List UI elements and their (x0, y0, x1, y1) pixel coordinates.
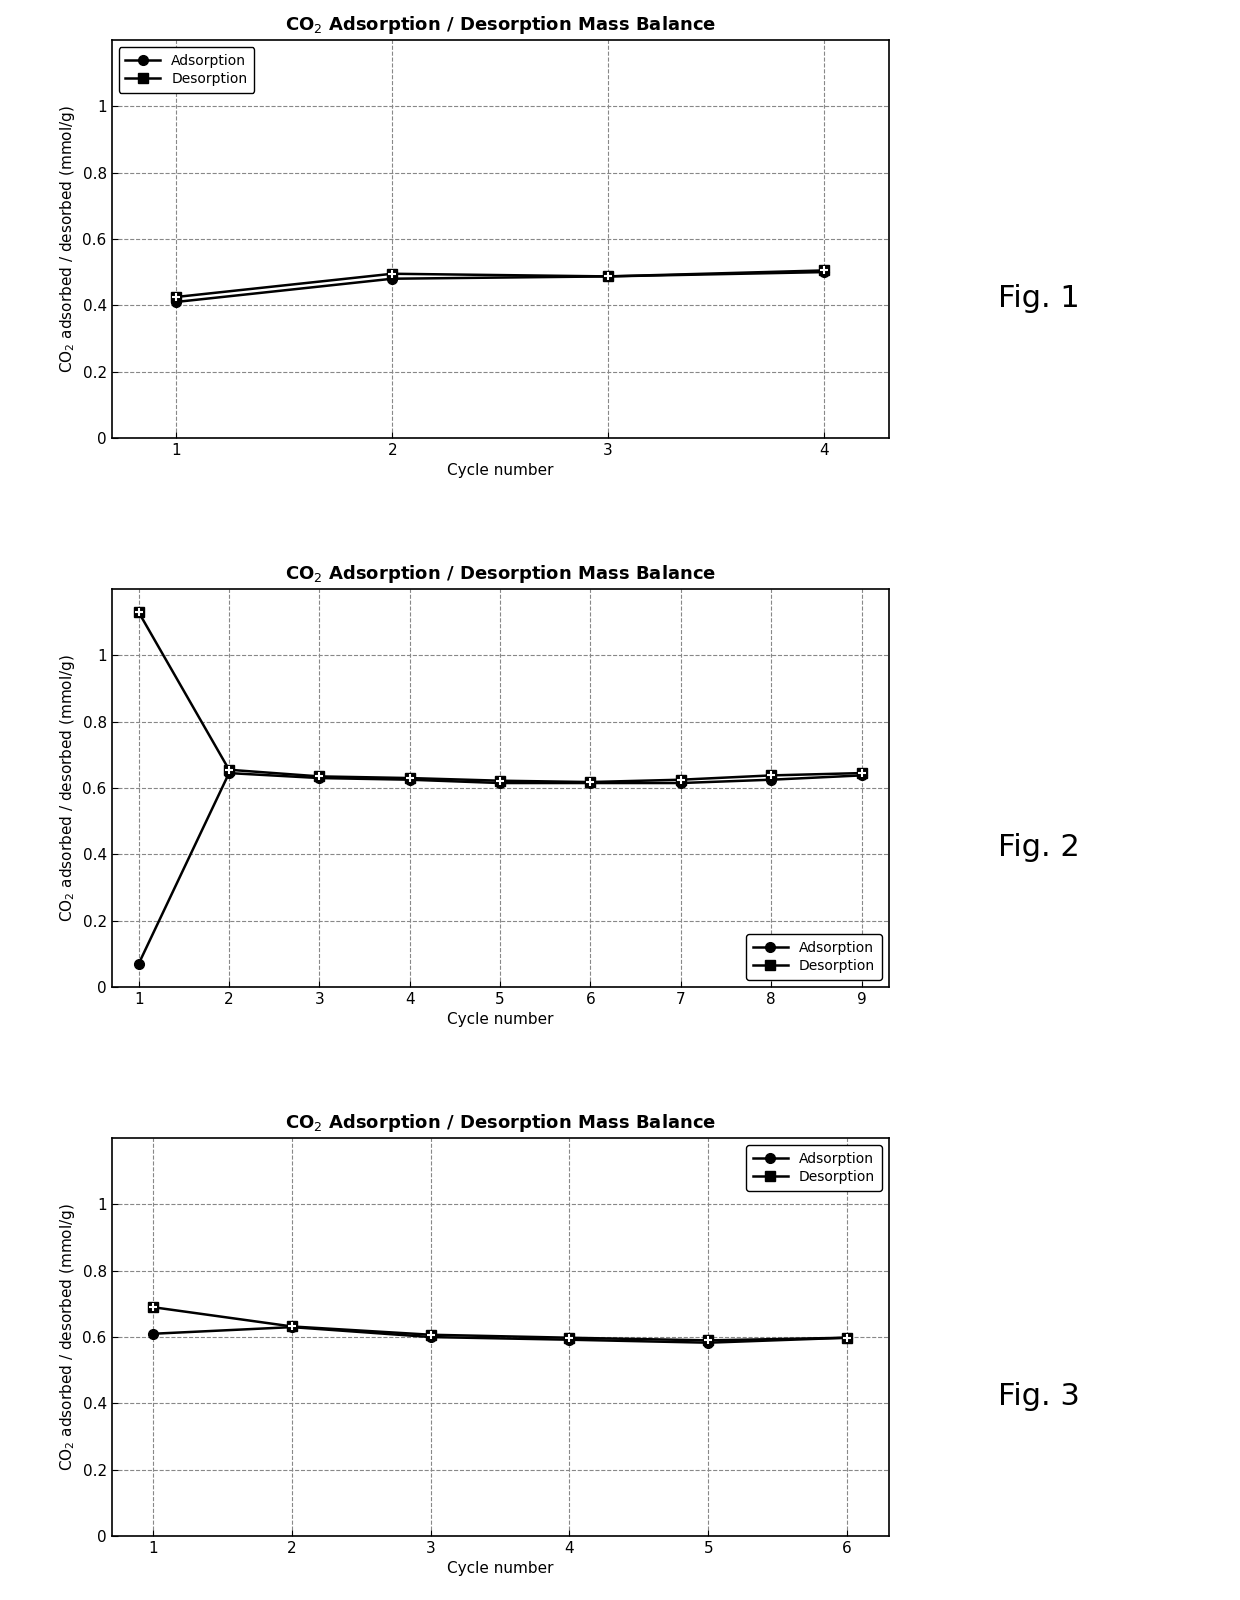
Legend: Adsorption, Desorption: Adsorption, Desorption (119, 46, 254, 93)
Line: Adsorption: Adsorption (134, 768, 867, 968)
Adsorption (839, 1328, 854, 1347)
Desorption (402, 768, 417, 787)
Desorption (131, 603, 146, 622)
Adsorption (854, 766, 869, 786)
Y-axis label: CO$_2$ adsorbed / desorbed (mmol/g): CO$_2$ adsorbed / desorbed (mmol/g) (58, 1203, 77, 1470)
Adsorption (583, 773, 598, 792)
Adsorption (701, 1333, 715, 1352)
Desorption (222, 760, 237, 779)
Adsorption (384, 269, 399, 288)
Adsorption (131, 954, 146, 973)
Adsorption (816, 262, 831, 282)
Legend: Adsorption, Desorption: Adsorption, Desorption (745, 934, 882, 979)
Line: Desorption: Desorption (149, 1302, 852, 1346)
Desorption (764, 766, 779, 786)
Title: CO$_2$ Adsorption / Desorption Mass Balance: CO$_2$ Adsorption / Desorption Mass Bala… (284, 14, 715, 37)
Line: Adsorption: Adsorption (149, 1322, 852, 1347)
Desorption (701, 1331, 715, 1350)
Desorption (284, 1317, 299, 1336)
X-axis label: Cycle number: Cycle number (446, 464, 553, 478)
Desorption (600, 267, 615, 286)
Title: CO$_2$ Adsorption / Desorption Mass Balance: CO$_2$ Adsorption / Desorption Mass Bala… (284, 563, 715, 586)
Adsorption (764, 770, 779, 789)
Desorption (583, 773, 598, 792)
Adsorption (146, 1325, 161, 1344)
Adsorption (222, 763, 237, 782)
Adsorption (492, 773, 507, 792)
Line: Adsorption: Adsorption (171, 267, 828, 307)
X-axis label: Cycle number: Cycle number (446, 1013, 553, 1027)
Adsorption (284, 1317, 299, 1336)
Text: Fig. 1: Fig. 1 (998, 285, 1080, 314)
Y-axis label: CO$_2$ adsorbed / desorbed (mmol/g): CO$_2$ adsorbed / desorbed (mmol/g) (58, 106, 77, 373)
Text: Fig. 3: Fig. 3 (998, 1382, 1080, 1411)
Legend: Adsorption, Desorption: Adsorption, Desorption (745, 1146, 882, 1190)
Desorption (839, 1328, 854, 1347)
Text: Fig. 2: Fig. 2 (998, 834, 1080, 862)
Line: Desorption: Desorption (134, 608, 867, 787)
Adsorption (312, 768, 327, 787)
Desorption (384, 264, 399, 283)
Adsorption (402, 770, 417, 789)
Desorption (854, 763, 869, 782)
Adsorption (562, 1330, 577, 1349)
Desorption (169, 288, 184, 307)
Adsorption (673, 773, 688, 792)
Adsorption (600, 267, 615, 286)
Desorption (562, 1328, 577, 1347)
Desorption (312, 766, 327, 786)
Desorption (146, 1298, 161, 1317)
Title: CO$_2$ Adsorption / Desorption Mass Balance: CO$_2$ Adsorption / Desorption Mass Bala… (284, 1112, 715, 1134)
Desorption (423, 1325, 438, 1344)
Desorption (816, 261, 831, 280)
Desorption (492, 771, 507, 790)
Adsorption (423, 1328, 438, 1347)
Y-axis label: CO$_2$ adsorbed / desorbed (mmol/g): CO$_2$ adsorbed / desorbed (mmol/g) (58, 654, 77, 922)
X-axis label: Cycle number: Cycle number (446, 1562, 553, 1576)
Line: Desorption: Desorption (171, 266, 828, 302)
Desorption (673, 770, 688, 789)
Adsorption (169, 293, 184, 312)
